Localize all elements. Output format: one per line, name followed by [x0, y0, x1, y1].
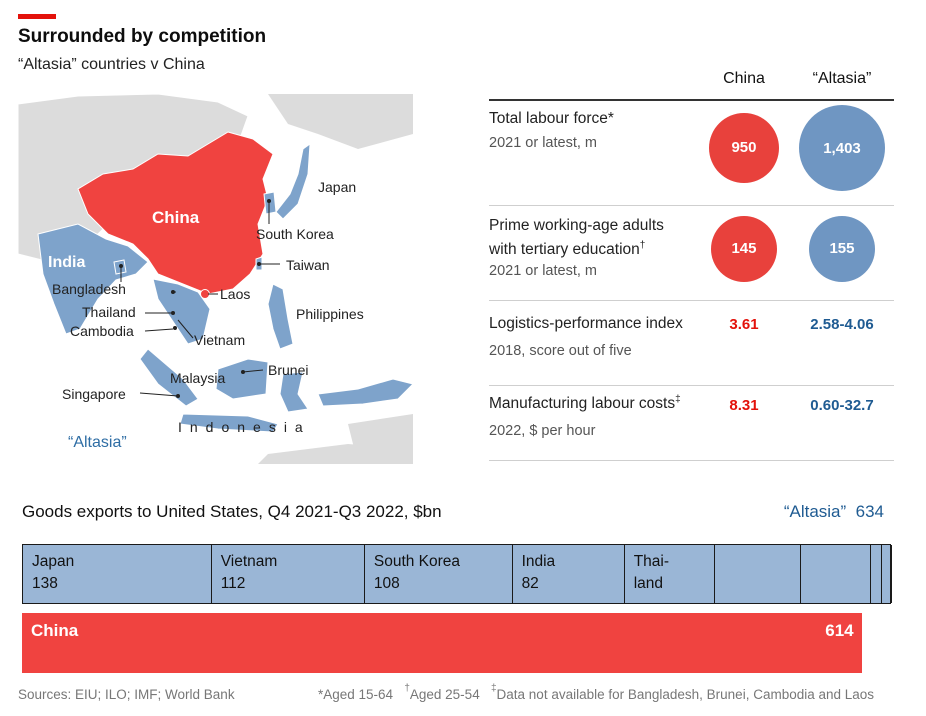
map-region-sulawesi	[279, 371, 309, 413]
footer-notes: *Aged 15-64 †Aged 25-54 ‡Data not availa…	[318, 683, 875, 702]
map-label-singapore: Singapore	[62, 386, 126, 402]
altasia-segment: Thai-land	[625, 545, 715, 603]
segment-value: 138	[32, 575, 58, 592]
map-label-china: China	[152, 208, 200, 227]
map-label-south-korea: South Korea	[256, 226, 334, 242]
row-sub-tertiary: 2021 or latest, m	[489, 263, 597, 279]
row-sub-logistics: 2018, score out of five	[489, 343, 632, 359]
segment-label: Vietnam	[220, 553, 278, 570]
table-top-rule	[489, 99, 894, 101]
map-region-mainland-sea	[152, 278, 211, 345]
map-label-cambodia: Cambodia	[70, 323, 134, 339]
map-label-malaysia: Malaysia	[170, 370, 225, 386]
segment-value: 112	[220, 575, 246, 592]
map-region-japan	[275, 142, 311, 220]
altasia-segment	[871, 545, 882, 603]
value-china-logistics: 3.61	[729, 316, 759, 333]
col-head-altasia: “Altasia”	[812, 70, 872, 87]
col-head-china: China	[723, 70, 765, 87]
map-land-australia	[258, 444, 413, 464]
table-rule	[489, 385, 894, 386]
bubble-china-tertiary: 145	[711, 216, 777, 282]
map-region-east-indonesia	[317, 378, 413, 407]
altasia-exports-bar: Japan 138 Vietnam 112 South Korea 108 India 82 T…	[22, 544, 892, 604]
segment-label: South Korea	[373, 553, 461, 570]
altasia-segment	[882, 545, 892, 603]
row-label-logistics: Logistics-performance index	[489, 315, 683, 332]
map-label-philippines: Philippines	[296, 306, 364, 322]
altasia-segment: India 82	[513, 545, 625, 603]
segment-value: 108	[373, 575, 400, 592]
altasia-segment: Japan 138	[23, 545, 212, 603]
footer-sources: Sources: EIU; ILO; IMF; World Bank	[18, 687, 235, 702]
segment-label: Japan	[32, 553, 75, 570]
altasia-segment	[889, 545, 898, 603]
altasia-segment: South Korea 108	[365, 545, 513, 603]
segment-value: 82	[521, 575, 539, 592]
map-label-brunei: Brunei	[268, 362, 308, 378]
exports-altasia-total: “Altasia” 634	[783, 502, 884, 521]
chart-subtitle: “Altasia” countries v China	[18, 56, 205, 73]
accent-bar	[18, 14, 56, 19]
map-label-bangladesh: Bangladesh	[52, 281, 126, 297]
map-label-japan: Japan	[318, 179, 356, 195]
map-region-java	[179, 413, 279, 433]
china-bar-label: China	[31, 621, 79, 640]
map-label-taiwan: Taiwan	[286, 257, 330, 273]
map-region-sumatra	[139, 348, 199, 407]
map-region-altasia	[37, 142, 413, 433]
exports-title: Goods exports to United States, Q4 2021-…	[22, 502, 442, 521]
altasia-segment: Vietnam 112	[212, 545, 365, 603]
row-label-tertiary: Prime working-age adults with tertiary ed…	[489, 217, 664, 258]
map-land-russia-east	[268, 94, 413, 149]
value-china-labour-costs: 8.31	[729, 397, 759, 414]
china-exports-bar: China 614	[22, 613, 862, 673]
asia-map: China India Japan South Korea Taiwan Ban…	[18, 94, 413, 464]
row-sub-labour-costs: 2022, $ per hour	[489, 423, 596, 439]
altasia-segment	[801, 545, 871, 603]
map-label-india: India	[48, 254, 85, 271]
bubble-altasia-labour-force: 1,403	[799, 105, 885, 191]
map-label-thailand: Thailand	[82, 304, 136, 320]
chart-title: Surrounded by competition	[18, 26, 267, 47]
table-rule	[489, 460, 894, 461]
map-region-south-korea	[263, 191, 277, 215]
map-region-china	[77, 131, 274, 295]
map-label-laos: Laos	[220, 286, 250, 302]
map-label-altasia: “Altasia”	[68, 434, 127, 451]
map-label-vietnam: Vietnam	[194, 332, 245, 348]
altasia-segment	[715, 545, 802, 603]
map-region-malaysia-brunei	[215, 358, 269, 400]
row-label-labour-costs: Manufacturing labour costs‡	[489, 394, 681, 412]
row-label-labour-force: Total labour force*	[489, 110, 614, 127]
row-sub-labour-force: 2021 or latest, m	[489, 135, 597, 151]
table-rule	[489, 205, 894, 206]
map-region-philippines	[267, 283, 294, 350]
segment-label: India	[521, 553, 556, 570]
bubble-china-labour-force: 950	[708, 112, 780, 184]
china-bar-value: 614	[825, 621, 854, 640]
segment-value: land	[633, 575, 664, 592]
value-altasia-labour-costs: 0.60-32.7	[810, 397, 874, 414]
map-region-india	[37, 223, 149, 335]
table-rule	[489, 300, 894, 301]
segment-label: Thai-	[633, 553, 670, 570]
value-altasia-logistics: 2.58-4.06	[810, 316, 874, 333]
map-label-indonesia: Indonesia	[178, 419, 311, 435]
bubble-altasia-tertiary: 155	[808, 215, 876, 283]
